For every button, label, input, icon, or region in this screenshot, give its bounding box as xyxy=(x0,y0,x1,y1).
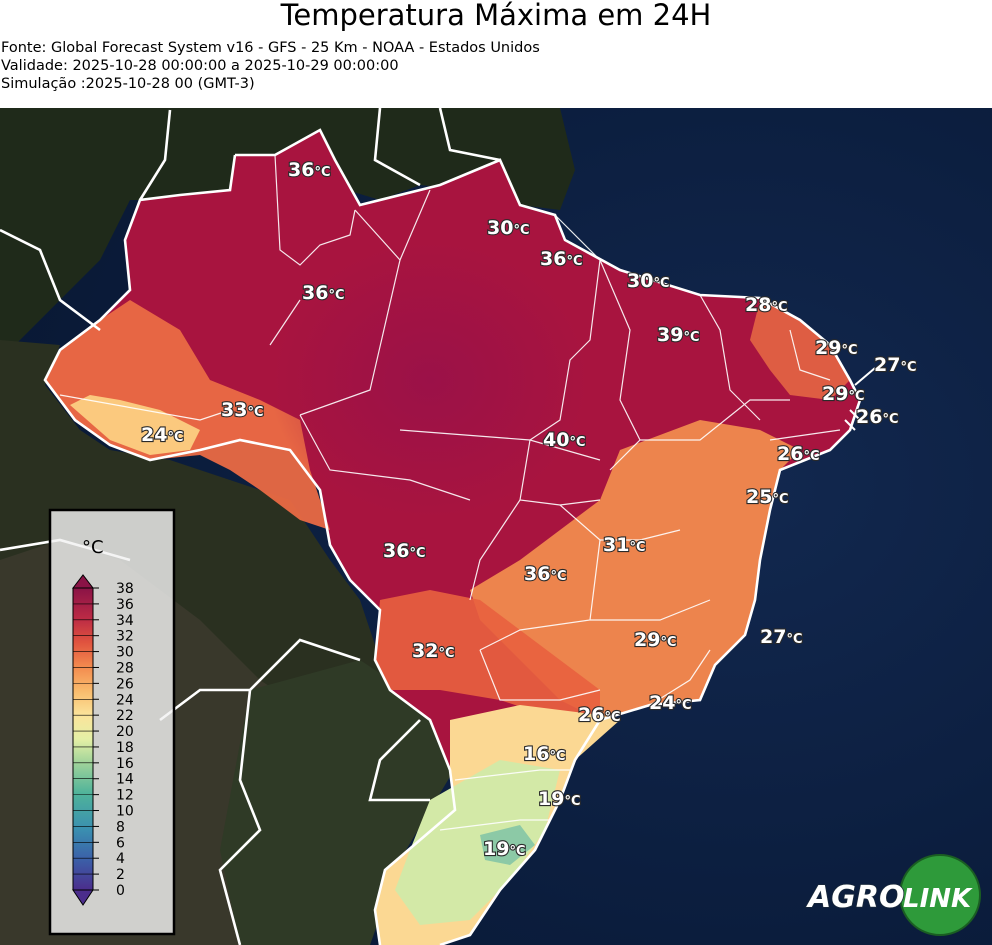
orange-band-center xyxy=(375,590,600,720)
temp-label: 26°C xyxy=(578,704,621,726)
temp-label: 24°C xyxy=(649,692,692,714)
colorbar-tick-label: 14 xyxy=(116,772,134,788)
colorbar-tick-label: 30 xyxy=(116,645,134,661)
temp-label: 36°C xyxy=(383,540,426,562)
orange-patch-northeast xyxy=(750,300,850,400)
map-title: Temperatura Máxima em 24H xyxy=(280,0,712,32)
temp-label: 25°C xyxy=(746,486,789,508)
agrolink-logo: AGRO LINK xyxy=(805,854,981,936)
land-south-pampas xyxy=(220,660,460,945)
temp-label: 36°C xyxy=(288,159,331,181)
temp-label: 30°C xyxy=(487,217,530,239)
colorbar-tick-label: 4 xyxy=(116,851,125,867)
colorbar-tick-label: 22 xyxy=(116,708,134,724)
temp-label: 26°C xyxy=(856,406,899,428)
temp-label: 36°C xyxy=(524,563,567,585)
map-panel[interactable]: 36°C 30°C 36°C 36°C 30°C 28°C 39°C 29°C … xyxy=(0,108,992,945)
colorbar-tick-label: 32 xyxy=(116,629,134,645)
orange-band-east xyxy=(470,420,800,720)
colorbar-tick-label: 8 xyxy=(116,819,125,835)
green-band-south xyxy=(395,760,560,925)
temp-label: 31°C xyxy=(603,534,646,556)
temp-label: 32°C xyxy=(412,640,455,662)
temp-label: 24°C xyxy=(141,424,184,446)
orange-band-west xyxy=(45,300,330,530)
temp-label: 39°C xyxy=(657,324,700,346)
colorbar-tick-label: 6 xyxy=(116,835,125,851)
temp-label: 27°C xyxy=(874,354,917,376)
temp-label: 27°C xyxy=(760,626,803,648)
legend-box xyxy=(48,508,176,936)
simulation-line: Simulação :2025-10-28 00 (GMT-3) xyxy=(1,76,255,92)
temp-label: 29°C xyxy=(634,629,677,651)
temp-label: 19°C xyxy=(483,838,526,860)
temperature-labels: 36°C 30°C 36°C 36°C 30°C 28°C 39°C 29°C … xyxy=(140,158,918,861)
yellow-band-acre xyxy=(70,395,200,455)
temp-label: 28°C xyxy=(745,294,788,316)
logo-text-link: LINK xyxy=(903,884,973,914)
callout-lines xyxy=(844,367,876,431)
colorbar-tick-label: 12 xyxy=(116,788,134,804)
logo-text-agro: AGRO xyxy=(806,880,904,915)
temp-label: 19°C xyxy=(538,788,581,810)
validity-line: Validade: 2025-10-28 00:00:00 a 2025-10-… xyxy=(1,58,399,74)
colorbar-tick-label: 2 xyxy=(116,867,125,883)
logo-globe-icon xyxy=(899,854,981,936)
temp-label: 29°C xyxy=(822,383,865,405)
temp-label: 16°C xyxy=(523,743,566,765)
temp-label: 36°C xyxy=(302,282,345,304)
colorbar-tick-label: 34 xyxy=(116,613,134,629)
brazil-field xyxy=(45,130,860,945)
temp-label: 36°C xyxy=(540,248,583,270)
colorbar-tick-label: 20 xyxy=(116,724,134,740)
state-borders xyxy=(59,154,841,831)
colorbar xyxy=(72,587,94,891)
legend-unit: °C xyxy=(82,537,104,558)
colorbar-tick-label: 24 xyxy=(116,692,134,708)
land-north xyxy=(0,108,575,360)
teal-spot-south xyxy=(480,825,535,865)
temp-label: 26°C xyxy=(777,443,820,465)
temp-label: 30°C xyxy=(627,270,670,292)
temp-label: 29°C xyxy=(815,337,858,359)
colorbar-tick-label: 16 xyxy=(116,756,134,772)
temperature-map[interactable]: 36°C 30°C 36°C 36°C 30°C 28°C 39°C 29°C … xyxy=(0,108,992,945)
colorbar-tick-label: 38 xyxy=(116,581,134,597)
hot-core xyxy=(270,240,590,520)
temp-label: 40°C xyxy=(543,429,586,451)
colorbar-tick-label: 26 xyxy=(116,676,134,692)
temp-label: 33°C xyxy=(221,399,264,421)
colorbar-tick-label: 0 xyxy=(116,883,125,899)
colorbar-tick-label: 36 xyxy=(116,597,134,613)
colorbar-tick-label: 18 xyxy=(116,740,134,756)
colorbar-tick-label: 10 xyxy=(116,804,134,820)
colorbar-tick-label: 28 xyxy=(116,660,134,676)
source-line: Fonte: Global Forecast System v16 - GFS … xyxy=(1,40,540,56)
